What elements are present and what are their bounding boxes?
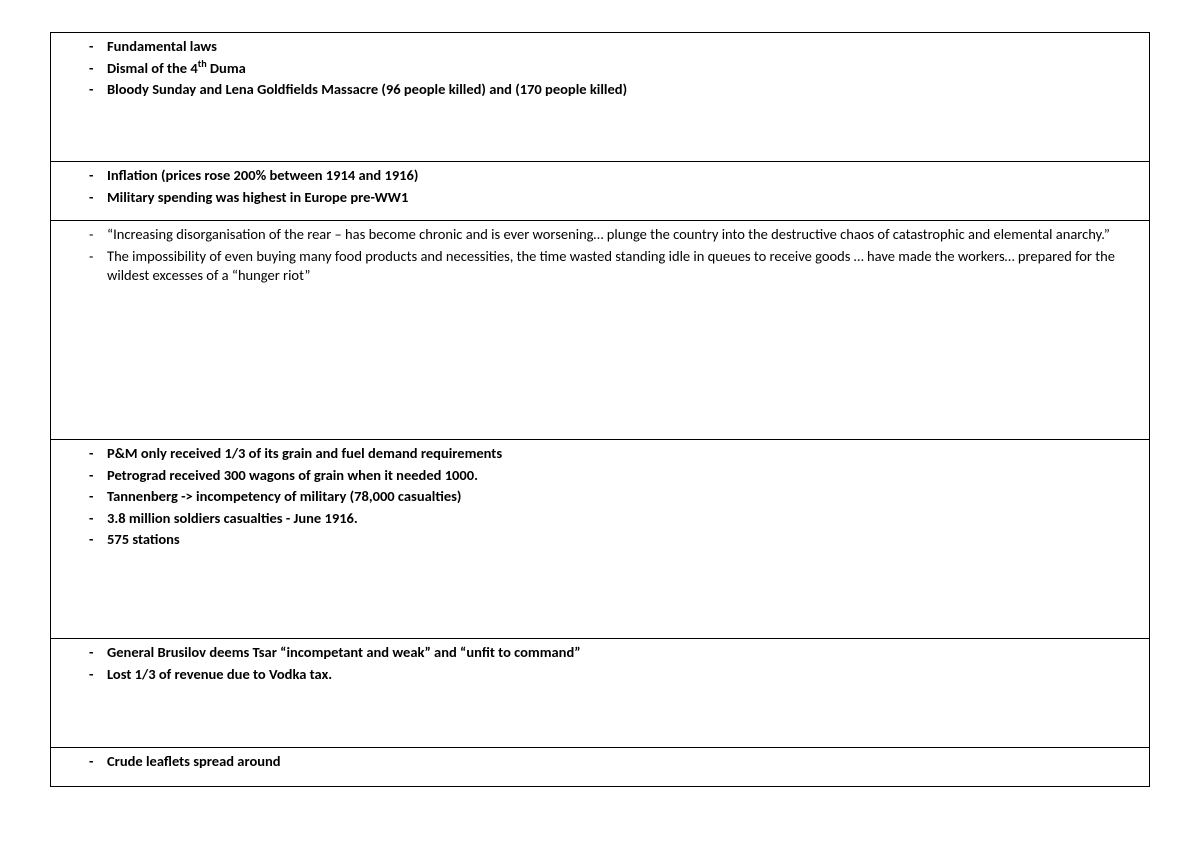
bullet-item: Tannenberg -> incompetency of military (…	[89, 487, 1141, 507]
bullet-list: Fundamental lawsDismal of the 4th DumaBl…	[59, 37, 1141, 100]
bullet-list: “Increasing disorganisation of the rear …	[59, 225, 1141, 286]
table-row: “Increasing disorganisation of the rear …	[51, 221, 1150, 440]
bullet-item: Lost 1/3 of revenue due to Vodka tax.	[89, 665, 1141, 685]
bullet-item: General Brusilov deems Tsar “incompetant…	[89, 643, 1141, 663]
table-row: P&M only received 1/3 of its grain and f…	[51, 440, 1150, 639]
table-row: Fundamental lawsDismal of the 4th DumaBl…	[51, 33, 1150, 162]
bullet-list: Inflation (prices rose 200% between 1914…	[59, 166, 1141, 207]
notes-table: Fundamental lawsDismal of the 4th DumaBl…	[50, 32, 1150, 787]
bullet-item: Bloody Sunday and Lena Goldfields Massac…	[89, 80, 1141, 100]
table-cell: “Increasing disorganisation of the rear …	[51, 221, 1150, 440]
bullet-item: Inflation (prices rose 200% between 1914…	[89, 166, 1141, 186]
bullet-item: Petrograd received 300 wagons of grain w…	[89, 466, 1141, 486]
bullet-item: 3.8 million soldiers casualties - June 1…	[89, 509, 1141, 529]
table-row: General Brusilov deems Tsar “incompetant…	[51, 639, 1150, 748]
bullet-item: “Increasing disorganisation of the rear …	[89, 225, 1141, 245]
bullet-item: Military spending was highest in Europe …	[89, 188, 1141, 208]
bullet-item: 575 stations	[89, 530, 1141, 550]
bullet-list: P&M only received 1/3 of its grain and f…	[59, 444, 1141, 550]
table-row: Crude leaflets spread around	[51, 748, 1150, 787]
notes-table-body: Fundamental lawsDismal of the 4th DumaBl…	[51, 33, 1150, 787]
document-page: Fundamental lawsDismal of the 4th DumaBl…	[0, 0, 1200, 787]
bullet-item: Dismal of the 4th Duma	[89, 59, 1141, 79]
bullet-item: Fundamental laws	[89, 37, 1141, 57]
table-cell: P&M only received 1/3 of its grain and f…	[51, 440, 1150, 639]
table-cell: Inflation (prices rose 200% between 1914…	[51, 162, 1150, 221]
table-cell: General Brusilov deems Tsar “incompetant…	[51, 639, 1150, 748]
bullet-item: Crude leaflets spread around	[89, 752, 1141, 772]
table-cell: Fundamental lawsDismal of the 4th DumaBl…	[51, 33, 1150, 162]
bullet-list: General Brusilov deems Tsar “incompetant…	[59, 643, 1141, 684]
bullet-item: The impossibility of even buying many fo…	[89, 247, 1141, 286]
table-row: Inflation (prices rose 200% between 1914…	[51, 162, 1150, 221]
table-cell: Crude leaflets spread around	[51, 748, 1150, 787]
bullet-item: P&M only received 1/3 of its grain and f…	[89, 444, 1141, 464]
bullet-list: Crude leaflets spread around	[59, 752, 1141, 772]
